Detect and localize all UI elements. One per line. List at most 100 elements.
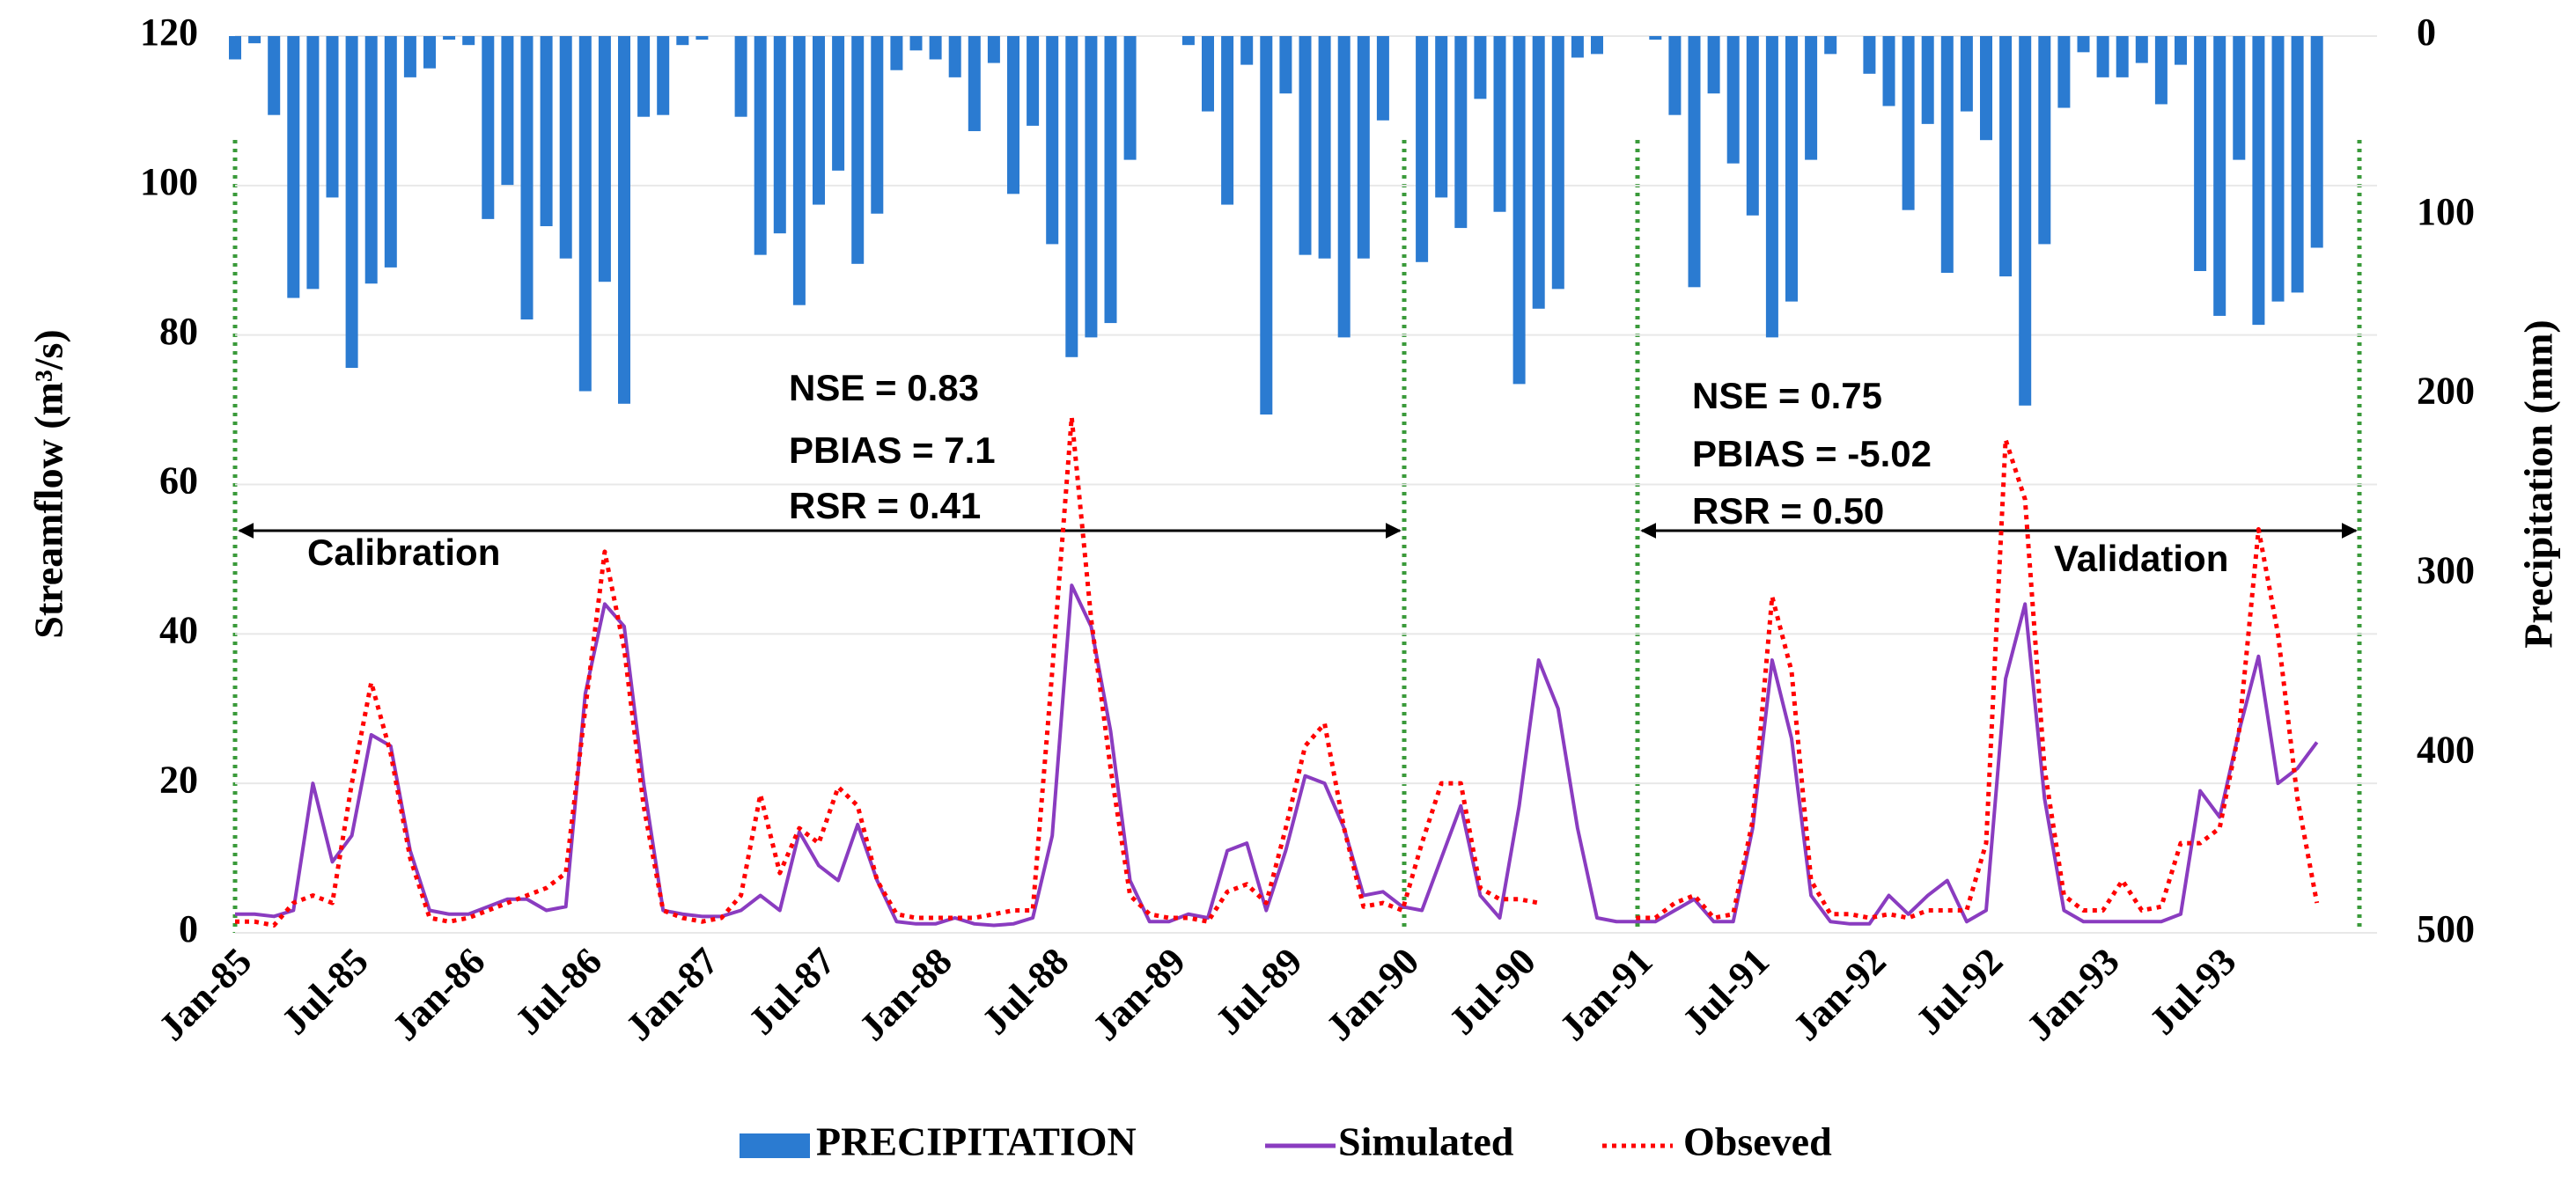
bar: [890, 36, 903, 70]
bar: [1668, 36, 1682, 115]
annotation: PBIAS = -5.02: [1692, 433, 1932, 474]
x-tick-label: Jan-86: [384, 940, 494, 1050]
bar: [1863, 36, 1876, 74]
bar: [657, 36, 670, 115]
bar: [287, 36, 300, 298]
x-tick-label: Jul-85: [273, 940, 377, 1044]
bar: [2291, 36, 2304, 293]
bar: [1532, 36, 1545, 309]
x-tick-label: Jul-89: [1207, 940, 1311, 1044]
bar: [578, 36, 592, 392]
bar: [2057, 36, 2071, 108]
bar: [559, 36, 572, 259]
x-tick-label: Jul-93: [2141, 940, 2245, 1044]
bar: [1065, 36, 1078, 357]
bar: [1726, 36, 1740, 164]
bar: [443, 36, 456, 40]
bar: [1279, 36, 1292, 94]
bar: [1882, 36, 1895, 106]
bar: [1123, 36, 1137, 160]
bar: [1921, 36, 1934, 124]
bar: [832, 36, 845, 171]
bar: [871, 36, 884, 214]
y2-tick-label: 500: [2417, 907, 2475, 950]
bar: [968, 36, 981, 132]
bar: [598, 36, 611, 282]
y-tick-label: 80: [159, 310, 198, 353]
bar: [1824, 36, 1837, 55]
bar: [2135, 36, 2148, 63]
bar: [364, 36, 378, 284]
bar: [229, 36, 241, 60]
bar: [1007, 36, 1019, 194]
y2-tick-label: 200: [2417, 370, 2475, 413]
bar: [540, 36, 553, 227]
y2-tick-label: 0: [2417, 11, 2436, 54]
bar: [773, 36, 786, 234]
x-tick-label: Jul-90: [1440, 940, 1544, 1044]
bar: [1435, 36, 1448, 198]
x-tick-label: Jan-92: [1785, 940, 1895, 1050]
bar: [1805, 36, 1818, 160]
bar: [1181, 36, 1195, 46]
legend-swatch: [740, 1133, 810, 1158]
x-tick-label: Jan-88: [850, 940, 960, 1050]
bar: [248, 36, 261, 44]
bar: [1202, 36, 1214, 112]
bar: [909, 36, 923, 51]
bar: [1707, 36, 1720, 94]
y-tick-label: 60: [159, 459, 198, 502]
line-series: [235, 414, 2320, 928]
bar: [637, 36, 651, 117]
bar: [501, 36, 514, 186]
bar: [987, 36, 1000, 63]
x-tick-label: Jul-86: [506, 940, 610, 1044]
legend-label: PRECIPITATION: [816, 1119, 1137, 1164]
x-tick-label: Jan-90: [1318, 940, 1428, 1050]
annotation: RSR = 0.41: [789, 485, 981, 526]
bar: [2096, 36, 2109, 77]
bar: [2271, 36, 2285, 302]
bar: [1765, 36, 1778, 338]
bar: [403, 36, 416, 77]
bar: [268, 36, 281, 115]
bar: [1960, 36, 1973, 112]
bar: [1551, 36, 1564, 290]
bar: [1299, 36, 1312, 255]
bar: [1337, 36, 1351, 338]
bar: [2310, 36, 2323, 248]
bar: [2019, 36, 2032, 406]
bar: [948, 36, 961, 77]
bar: [929, 36, 942, 60]
y2-tick-label: 400: [2417, 728, 2475, 771]
x-tick-label: Jan-91: [1551, 940, 1661, 1050]
bar: [696, 36, 709, 40]
annotation: Calibration: [307, 532, 500, 573]
bar: [2154, 36, 2168, 105]
legend-label: Obseved: [1683, 1119, 1832, 1164]
bar: [482, 36, 495, 219]
bar: [1902, 36, 1915, 210]
bar: [2233, 36, 2246, 160]
bar: [1512, 36, 1526, 385]
bar: [326, 36, 339, 198]
legend-label: Simulated: [1338, 1119, 1514, 1164]
annotation: NSE = 0.83: [789, 367, 979, 408]
annotation: Validation: [2054, 538, 2228, 579]
bar: [1980, 36, 1992, 141]
y-tick-label: 40: [159, 608, 198, 651]
bar: [1104, 36, 1117, 324]
bar: [1454, 36, 1468, 229]
bar: [1688, 36, 1701, 288]
x-tick-label: Jul-88: [974, 940, 1078, 1044]
x-tick-label: Jan-87: [617, 940, 727, 1050]
bar: [1221, 36, 1234, 205]
bar: [813, 36, 825, 205]
bar: [1785, 36, 1798, 302]
bar: [1027, 36, 1040, 126]
x-tick-label: Jan-93: [2018, 940, 2128, 1050]
y-axis-title: Streamflow (m³/s): [26, 329, 71, 638]
bar: [423, 36, 436, 69]
bar: [1571, 36, 1584, 58]
